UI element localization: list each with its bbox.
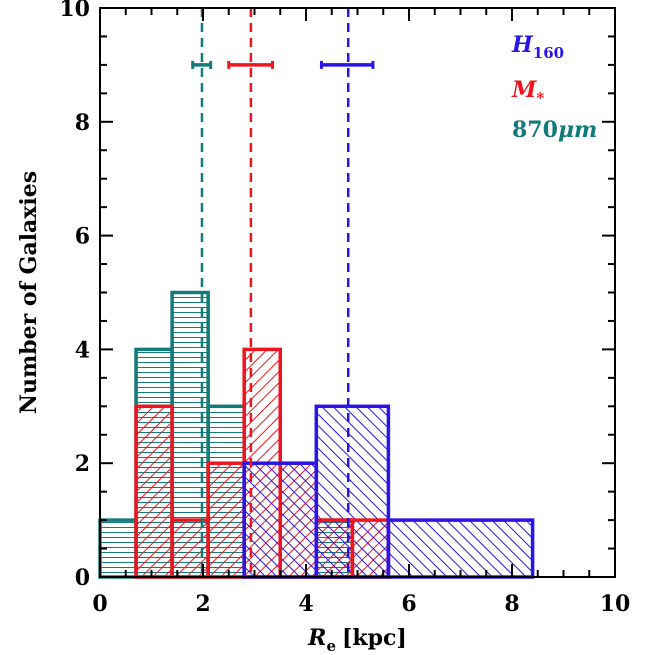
legend: H160 M* 870μm bbox=[511, 32, 597, 143]
y-tick-label: 2 bbox=[75, 451, 90, 477]
x-tick-label: 6 bbox=[401, 591, 416, 617]
legend-entry-h160: H160 bbox=[511, 32, 564, 62]
y-tick-label: 8 bbox=[75, 110, 90, 136]
legend-subscript: 160 bbox=[533, 44, 564, 62]
x-tick-label: 10 bbox=[600, 591, 631, 617]
x-axis-subscript: e bbox=[326, 637, 336, 655]
x-tick-label: 0 bbox=[92, 591, 107, 617]
x-axis-symbol: R bbox=[307, 625, 326, 651]
bar-fill-m-0 bbox=[136, 406, 173, 577]
legend-symbol: H bbox=[511, 32, 534, 58]
legend-entry-870m: 870μm bbox=[512, 117, 597, 143]
x-tick-label: 4 bbox=[298, 591, 313, 617]
y-tick-label: 10 bbox=[59, 0, 90, 22]
legend-subscript: * bbox=[536, 89, 544, 107]
median-line-layer bbox=[191, 8, 375, 577]
x-tick-label: 8 bbox=[504, 591, 519, 617]
legend-unit: μm bbox=[558, 117, 597, 143]
x-axis-title: Re [kpc] bbox=[307, 625, 407, 655]
legend-symbol: M bbox=[511, 77, 537, 103]
x-tick-label: 2 bbox=[195, 591, 210, 617]
y-axis-title: Number of Galaxies bbox=[16, 171, 42, 414]
bar-fill-h160-2 bbox=[388, 520, 533, 577]
tick-label-layer: 0 2 4 6 8 10 0 2 4 6 8 10 bbox=[59, 0, 630, 617]
x-axis-unit: [kpc] bbox=[342, 625, 407, 651]
legend-entry-m: M* bbox=[511, 77, 544, 107]
y-tick-label: 4 bbox=[75, 337, 90, 363]
axes-frame bbox=[99, 7, 616, 578]
y-tick-label: 0 bbox=[75, 565, 90, 591]
axis-titles: Re [kpc] Number of Galaxies bbox=[16, 171, 407, 655]
bar-fill-m-2 bbox=[208, 463, 245, 577]
legend-number: 870 bbox=[512, 117, 558, 143]
y-tick-label: 6 bbox=[75, 224, 90, 250]
